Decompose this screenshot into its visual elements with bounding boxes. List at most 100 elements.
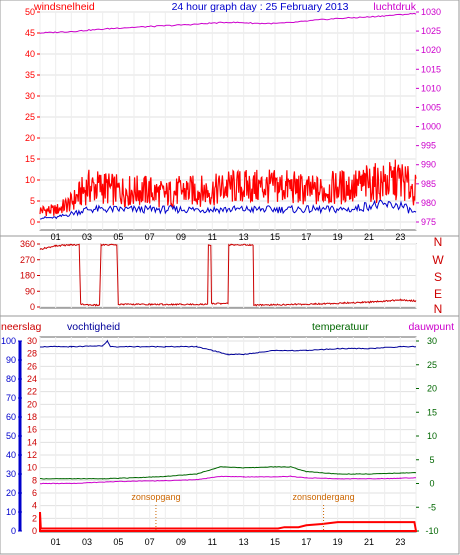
left-tick-label: 20 <box>25 133 35 143</box>
rain-axis-label: neerslag <box>1 321 41 333</box>
top-left-axis-label: windsnelheid <box>33 1 95 13</box>
right-tick-label: 990 <box>421 160 436 170</box>
top-x-tick-label: 01 <box>51 232 61 242</box>
right-tick-label: 1005 <box>421 102 441 112</box>
left-tick-label: 0 <box>30 217 35 227</box>
direction-tick-label: 180 <box>20 271 35 281</box>
top-x-tick-label: 09 <box>176 232 186 242</box>
temperature-tick-label: 10 <box>427 431 437 441</box>
humidity-axis-label: vochtigheid <box>67 321 120 333</box>
humidity-tick-label: 20 <box>6 488 16 498</box>
rain-tick-label: 22 <box>27 387 37 397</box>
rain-tick-label: 14 <box>27 437 37 447</box>
humidity-tick-label: 70 <box>6 393 16 403</box>
rain-tick-label: 8 <box>32 475 37 485</box>
left-tick-label: 15 <box>25 154 35 164</box>
temperature-tick-label: 0 <box>429 479 434 489</box>
humidity-tick-label: 60 <box>6 412 16 422</box>
temperature-tick-label: 5 <box>429 455 434 465</box>
rain-tick-label: 18 <box>27 412 37 422</box>
top-axis-ticks: 0510152025303540455097598098599099510001… <box>25 7 441 242</box>
direction-series-line <box>39 243 417 307</box>
temperature-tick-label: 20 <box>427 384 437 394</box>
rain-tick-label: 20 <box>27 399 37 409</box>
bottom-x-tick-label: 03 <box>82 537 92 547</box>
bottom-x-tick-label: 01 <box>51 537 61 547</box>
top-x-tick-label: 23 <box>395 232 405 242</box>
rain-tick-label: 28 <box>27 349 37 359</box>
bottom-x-tick-label: 13 <box>239 537 249 547</box>
bottom-series <box>39 339 418 532</box>
rain-tick-label: 10 <box>27 463 37 473</box>
wind-series-line <box>39 199 417 220</box>
dewpoint-axis-label: dauwpunt <box>408 321 454 333</box>
right-tick-label: 1010 <box>421 83 441 93</box>
direction-tick-label: 270 <box>20 255 35 265</box>
bottom-x-tick-label: 11 <box>208 537 217 547</box>
bottom-x-tick-label: 15 <box>270 537 280 547</box>
top-right-axis-label: luchtdruk <box>373 1 416 13</box>
compass-label: W <box>432 253 444 267</box>
right-tick-label: 980 <box>421 198 436 208</box>
top-x-tick-label: 05 <box>113 232 123 242</box>
right-tick-label: 1015 <box>421 64 441 74</box>
right-tick-label: 995 <box>421 141 436 151</box>
sunset-label: zonsondergang <box>293 492 355 502</box>
sunrise-label: zonsopgang <box>131 492 180 502</box>
right-tick-label: 1030 <box>421 7 441 17</box>
left-tick-label: 35 <box>25 70 35 80</box>
rain-tick-label: 30 <box>27 336 37 346</box>
right-tick-label: 1020 <box>421 45 441 55</box>
pressure-series-line <box>39 12 417 34</box>
top-x-tick-label: 13 <box>239 232 249 242</box>
compass-label: N <box>434 302 443 316</box>
top-series <box>39 12 417 220</box>
temperature-axis-label: temperatuur <box>312 321 369 333</box>
temperature-tick-label: 15 <box>427 407 437 417</box>
right-tick-label: 1000 <box>421 122 441 132</box>
dewpoint-series-line <box>40 475 417 485</box>
bottom-x-tick-label: 05 <box>113 537 123 547</box>
bottom-x-tick-label: 19 <box>333 537 343 547</box>
rain-tick-label: 4 <box>32 501 37 511</box>
bottom-x-tick-label: 23 <box>395 537 405 547</box>
bottom-x-tick-label: 17 <box>301 537 311 547</box>
bottom-panel-frame <box>0 315 460 555</box>
top-x-tick-label: 03 <box>82 232 92 242</box>
humidity-tick-label: 100 <box>1 336 16 346</box>
direction-tick-label: 360 <box>20 239 35 249</box>
humidity-series-line <box>40 339 417 356</box>
left-tick-label: 5 <box>30 196 35 206</box>
bottom-x-tick-label: 09 <box>176 537 186 547</box>
right-tick-label: 1025 <box>421 26 441 36</box>
bottom-axis-ticks: 0246810121416182022242628300102030405060… <box>1 336 439 547</box>
gust-series-line <box>39 159 417 217</box>
compass-label: E <box>434 287 442 301</box>
humidity-tick-label: 80 <box>6 374 16 384</box>
chart-title: 24 hour graph day : 25 February 2013 <box>172 1 349 13</box>
left-tick-label: 45 <box>25 28 35 38</box>
top-x-tick-label: 15 <box>270 232 280 242</box>
top-x-tick-label: 17 <box>301 232 311 242</box>
bottom-x-tick-label: 21 <box>364 537 374 547</box>
left-tick-label: 10 <box>25 175 35 185</box>
top-x-tick-label: 21 <box>364 232 374 242</box>
rain-tick-label: 24 <box>27 374 37 384</box>
temperature-tick-label: 25 <box>427 360 437 370</box>
top-x-tick-label: 11 <box>208 232 217 242</box>
rain-series-line <box>39 511 418 532</box>
right-tick-label: 985 <box>421 179 436 189</box>
rain-tick-label: 0 <box>32 526 37 536</box>
temperature-series-line <box>39 466 417 480</box>
left-tick-label: 25 <box>25 112 35 122</box>
compass-label: N <box>434 235 443 249</box>
compass-label: S <box>434 270 442 284</box>
rain-tick-label: 6 <box>32 488 37 498</box>
direction-tick-label: 90 <box>25 286 35 296</box>
middle-grid <box>39 243 417 308</box>
right-tick-label: 975 <box>421 217 436 227</box>
temperature-tick-label: -10 <box>425 526 438 536</box>
rain-tick-label: 16 <box>27 425 37 435</box>
